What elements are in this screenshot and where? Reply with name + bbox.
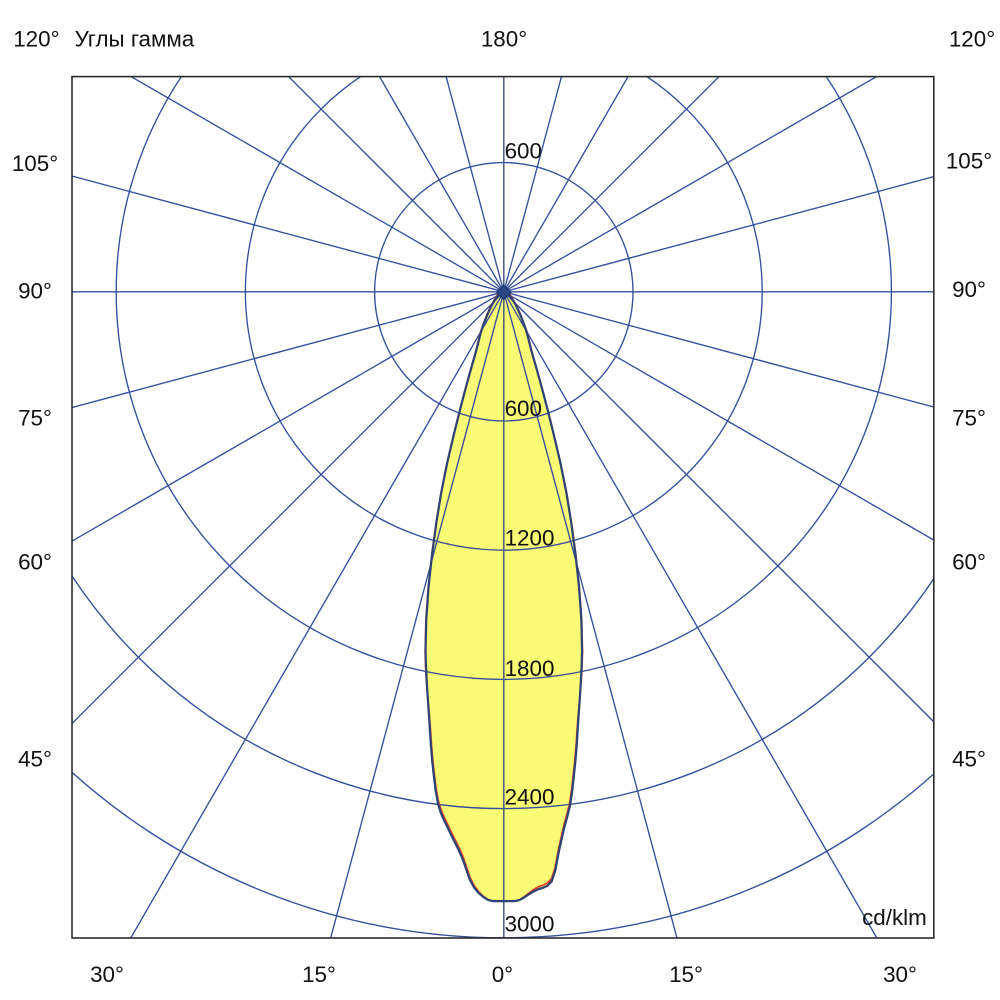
svg-text:30°: 30° — [90, 962, 124, 987]
svg-text:1200: 1200 — [505, 526, 555, 551]
svg-text:45°: 45° — [952, 747, 986, 772]
svg-text:600: 600 — [505, 138, 542, 163]
svg-text:120°: 120° — [13, 26, 59, 51]
svg-text:15°: 15° — [669, 962, 703, 987]
svg-text:600: 600 — [505, 396, 542, 421]
svg-text:105°: 105° — [946, 149, 992, 174]
svg-text:cd/klm: cd/klm — [862, 905, 927, 930]
svg-text:0°: 0° — [492, 962, 513, 987]
svg-text:120°: 120° — [949, 26, 995, 51]
svg-text:30°: 30° — [883, 962, 917, 987]
svg-text:180°: 180° — [481, 26, 527, 51]
svg-text:Углы гамма: Углы гамма — [75, 26, 195, 51]
svg-text:1800: 1800 — [505, 656, 555, 681]
svg-text:45°: 45° — [18, 747, 52, 772]
svg-text:60°: 60° — [18, 550, 52, 575]
svg-text:90°: 90° — [952, 277, 986, 302]
svg-text:90°: 90° — [18, 279, 52, 304]
svg-text:15°: 15° — [302, 962, 336, 987]
svg-text:75°: 75° — [18, 406, 52, 431]
svg-text:2400: 2400 — [505, 785, 555, 810]
svg-text:3000: 3000 — [505, 911, 555, 936]
svg-text:75°: 75° — [952, 406, 986, 431]
svg-text:105°: 105° — [12, 151, 58, 176]
svg-text:60°: 60° — [952, 550, 986, 575]
